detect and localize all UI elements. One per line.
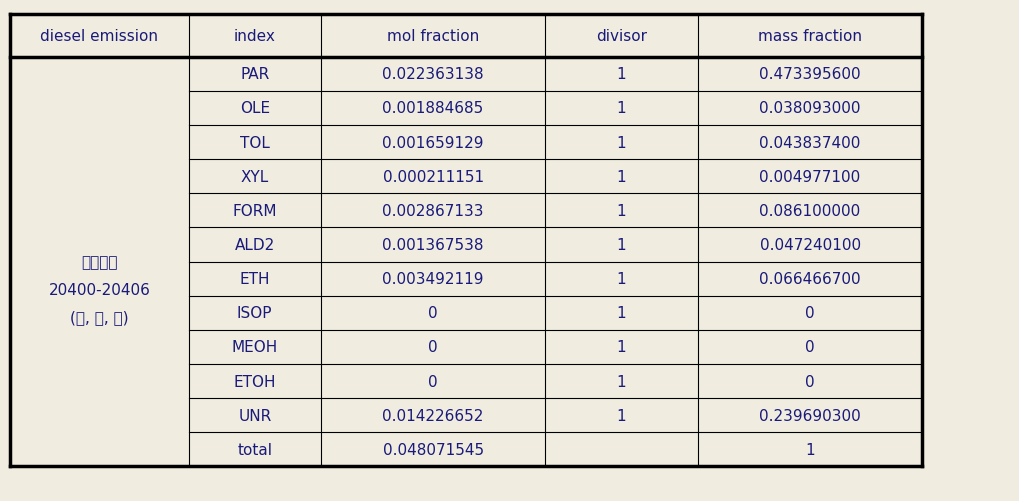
Text: mol fraction: mol fraction: [387, 29, 479, 44]
Text: 0: 0: [805, 306, 815, 321]
Text: 0.048071545: 0.048071545: [382, 442, 484, 457]
Bar: [10, 15, 922, 466]
Text: index: index: [233, 29, 276, 44]
Text: 0.001884685: 0.001884685: [382, 101, 484, 116]
Text: (면, 점, 선): (면, 점, 선): [70, 310, 128, 325]
Text: 0.239690300: 0.239690300: [759, 408, 861, 423]
Text: 1: 1: [616, 101, 627, 116]
Text: 1: 1: [616, 374, 627, 389]
Text: 1: 1: [805, 442, 815, 457]
Text: diesel emission: diesel emission: [41, 29, 158, 44]
Text: UNR: UNR: [238, 408, 271, 423]
Text: XYL: XYL: [240, 169, 269, 184]
Text: 연료코드: 연료코드: [82, 255, 117, 270]
Text: 0.004977100: 0.004977100: [759, 169, 861, 184]
Text: 0: 0: [805, 340, 815, 355]
Text: 0: 0: [428, 374, 438, 389]
Text: 0.066466700: 0.066466700: [759, 272, 861, 287]
Text: mass fraction: mass fraction: [758, 29, 862, 44]
Text: divisor: divisor: [596, 29, 647, 44]
Text: 0: 0: [805, 374, 815, 389]
Text: 0.000211151: 0.000211151: [382, 169, 484, 184]
Text: 0: 0: [428, 306, 438, 321]
Text: 0.014226652: 0.014226652: [382, 408, 484, 423]
Text: 0.043837400: 0.043837400: [759, 135, 861, 150]
Text: 0.038093000: 0.038093000: [759, 101, 861, 116]
Text: 0.001659129: 0.001659129: [382, 135, 484, 150]
Text: 0.086100000: 0.086100000: [759, 203, 861, 218]
Text: 1: 1: [616, 135, 627, 150]
Text: 0.047240100: 0.047240100: [759, 237, 861, 253]
Text: PAR: PAR: [240, 67, 269, 82]
Text: 0: 0: [428, 340, 438, 355]
Text: 1: 1: [616, 272, 627, 287]
Text: 0.473395600: 0.473395600: [759, 67, 861, 82]
Text: 1: 1: [616, 237, 627, 253]
Text: 0.002867133: 0.002867133: [382, 203, 484, 218]
Text: 1: 1: [616, 203, 627, 218]
Text: 0.001367538: 0.001367538: [382, 237, 484, 253]
Text: TOL: TOL: [239, 135, 270, 150]
Text: ETOH: ETOH: [233, 374, 276, 389]
Text: FORM: FORM: [232, 203, 277, 218]
Text: ISOP: ISOP: [237, 306, 272, 321]
Text: 1: 1: [616, 408, 627, 423]
Text: 1: 1: [616, 67, 627, 82]
Text: 0.022363138: 0.022363138: [382, 67, 484, 82]
Text: OLE: OLE: [239, 101, 270, 116]
Text: 1: 1: [616, 169, 627, 184]
Text: 0.003492119: 0.003492119: [382, 272, 484, 287]
Text: 1: 1: [616, 306, 627, 321]
Text: MEOH: MEOH: [231, 340, 278, 355]
Text: 20400-20406: 20400-20406: [49, 282, 150, 297]
Text: ALD2: ALD2: [234, 237, 275, 253]
Text: ETH: ETH: [239, 272, 270, 287]
Text: total: total: [237, 442, 272, 457]
Text: 1: 1: [616, 340, 627, 355]
